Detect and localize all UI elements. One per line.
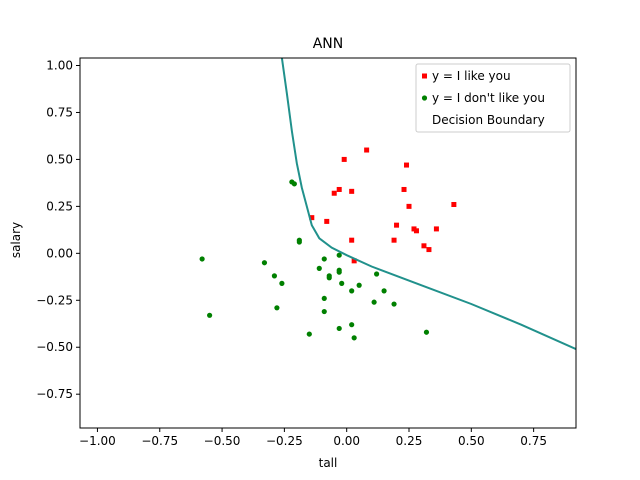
like-point: [324, 218, 330, 224]
like-point: [336, 186, 342, 192]
chart-title: ANN: [313, 36, 344, 52]
x-tick-label: −1.00: [79, 434, 116, 448]
legend: y = I like you y = I don't like you Decisi…: [415, 63, 571, 133]
like-point: [401, 186, 407, 192]
dislike-point: [316, 265, 322, 271]
like-point: [426, 247, 432, 253]
y-axis-label: salary: [9, 222, 23, 258]
x-tick-label: −0.50: [204, 434, 241, 448]
like-point: [413, 228, 419, 234]
like-point: [406, 203, 412, 209]
x-tick-label: 0.75: [520, 434, 547, 448]
dislike-point: [326, 275, 332, 281]
x-tick-label: 0.25: [396, 434, 423, 448]
axis-ticks: −1.00 −0.75 −0.50 −0.25 0.00 0.25 0.50 0.75 1.00…: [36, 59, 547, 448]
dislike-point: [374, 271, 380, 277]
y-tick-label: 0.50: [46, 152, 73, 166]
legend-entry-label: y = I don't like you: [432, 91, 545, 105]
x-axis-label: tall: [319, 456, 338, 470]
x-tick-label: −0.75: [141, 434, 178, 448]
like-point: [351, 258, 357, 264]
dislike-point: [207, 312, 213, 318]
dislike-point: [391, 301, 397, 307]
like-point: [451, 201, 457, 207]
dislike-point: [339, 280, 345, 286]
like-point: [341, 156, 347, 162]
like-point: [404, 162, 410, 168]
y-tick-label: 0.25: [46, 199, 73, 213]
dislike-point: [336, 252, 342, 258]
dislike-point: [321, 295, 327, 302]
plot-frame: [79, 57, 577, 429]
dislike-point: [336, 325, 342, 332]
y-tick-label: −0.75: [36, 387, 73, 401]
y-tick-label: −0.25: [36, 293, 73, 307]
like-point: [349, 237, 355, 243]
legend-box: [415, 63, 571, 133]
y-tick-label: 0.75: [46, 105, 73, 119]
like-point: [349, 188, 355, 194]
x-tick-label: −0.25: [266, 434, 303, 448]
legend-like-marker: [422, 73, 427, 79]
like-point: [364, 147, 370, 153]
dislike-point: [321, 308, 327, 315]
legend-entry-label: Decision Boundary: [432, 113, 545, 127]
y-tick-label: 0.00: [46, 246, 73, 260]
dislike-point: [423, 329, 430, 335]
dislike-point: [356, 282, 362, 288]
dislike-point: [291, 181, 297, 187]
dislike-point: [381, 288, 387, 294]
decision-boundary-line: [280, 58, 576, 351]
dislike-point: [306, 331, 312, 337]
like-point: [391, 237, 397, 243]
y-tick-label: 1.00: [46, 59, 73, 73]
like-point: [394, 222, 400, 228]
like-point: [433, 226, 439, 232]
dislike-point: [296, 239, 302, 245]
dislike-point: [349, 288, 355, 294]
x-tick-label: 0.00: [333, 434, 360, 448]
dislike-point: [351, 335, 357, 341]
like-point: [331, 190, 337, 196]
dislike-point: [261, 260, 268, 266]
dislike-point: [271, 273, 278, 279]
legend-entry-label: y = I like you: [432, 69, 511, 83]
dislike-point: [349, 322, 355, 328]
dislike-point: [371, 299, 377, 305]
dislike-point: [279, 280, 285, 286]
dislike-point: [321, 256, 327, 262]
dislike-point: [274, 305, 280, 311]
like-point: [421, 243, 427, 249]
plot-area: [199, 58, 576, 351]
dislike-point: [199, 256, 205, 262]
dislike-point: [336, 269, 342, 275]
y-tick-label: −0.50: [36, 340, 73, 354]
like-point: [309, 215, 315, 221]
x-tick-label: 0.50: [458, 434, 485, 448]
legend-dislike-marker: [421, 95, 428, 101]
